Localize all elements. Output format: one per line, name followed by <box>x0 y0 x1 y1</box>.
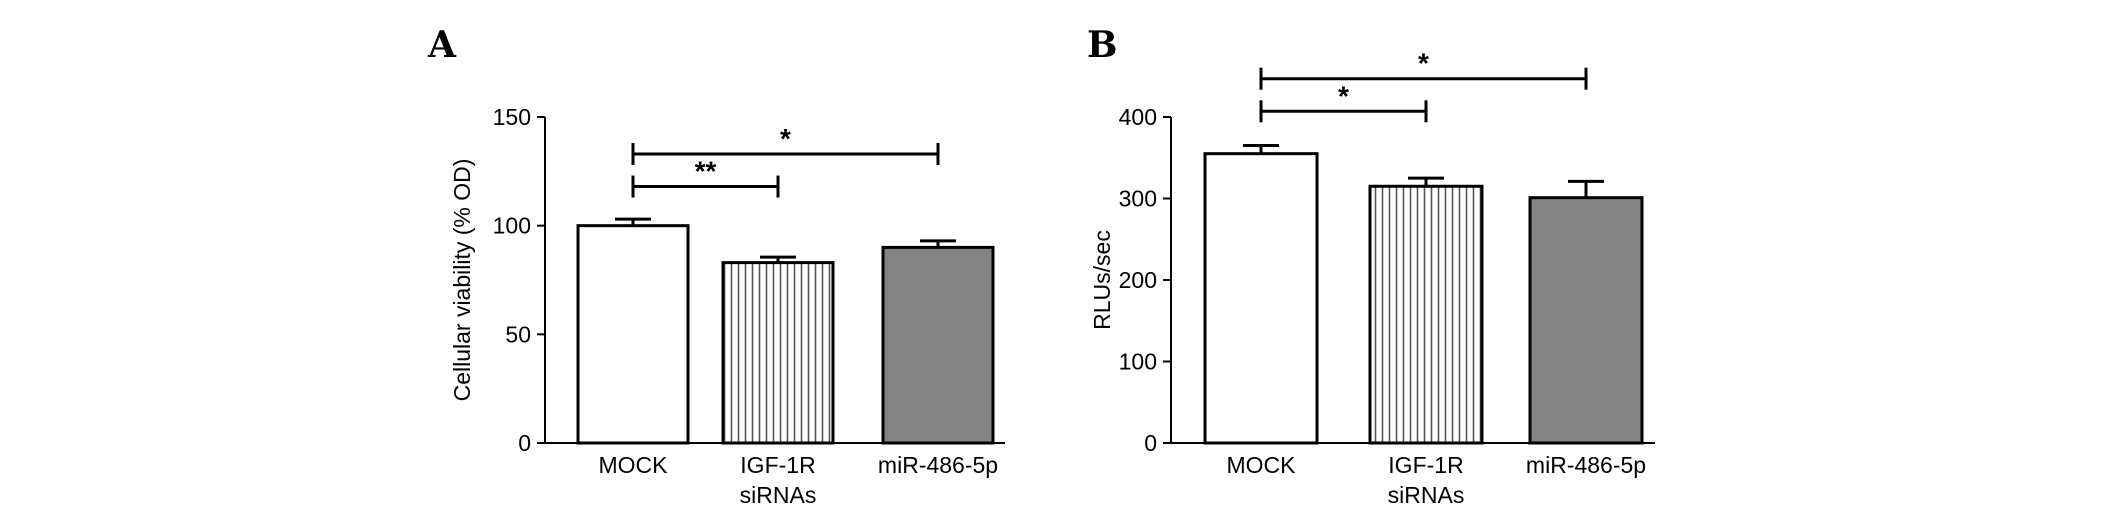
y-tick-label: 0 <box>518 430 531 456</box>
y-tick-label: 100 <box>1119 349 1157 375</box>
bar <box>1203 152 1319 445</box>
x-tick-label: miR-486-5p <box>1526 452 1646 478</box>
significance-label: * <box>1418 48 1429 79</box>
x-tick-label: siRNAs <box>740 482 817 508</box>
x-tick-label: MOCK <box>1227 452 1297 478</box>
chart-panel-a: A Cellular viability (% OD) 0 50 100 150 MOCK I… <box>427 24 1005 508</box>
bar <box>576 224 690 445</box>
significance-label: ** <box>695 156 717 187</box>
y-tick-label: 400 <box>1119 104 1157 130</box>
y-tick-label: 50 <box>505 321 531 347</box>
significance-label: * <box>1338 80 1349 111</box>
x-tick-label: siRNAs <box>1388 482 1465 508</box>
y-tick-label: 200 <box>1119 267 1157 293</box>
y-tick-label: 150 <box>493 104 531 130</box>
y-tick-label: 300 <box>1119 186 1157 212</box>
y-axis-title: RLUs/sec <box>1089 230 1115 330</box>
x-tick-label: miR-486-5p <box>878 452 998 478</box>
bar <box>1528 196 1644 445</box>
bar <box>881 245 995 445</box>
y-axis-title: Cellular viability (% OD) <box>449 159 475 402</box>
x-tick-label: MOCK <box>599 452 669 478</box>
panel-letter: B <box>1087 24 1117 66</box>
bar <box>721 261 835 445</box>
x-tick-label: IGF-1R <box>1388 452 1463 478</box>
x-tick-label: IGF-1R <box>740 452 815 478</box>
y-tick-label: 100 <box>493 213 531 239</box>
significance-label: * <box>780 123 791 154</box>
chart-panel-b: B RLUs/sec 0 100 200 300 400 MOCK IGF-1R siRNAs mi… <box>1087 24 1655 508</box>
bar <box>1368 184 1484 445</box>
y-tick-label: 0 <box>1144 430 1157 456</box>
panel-letter: A <box>427 24 457 66</box>
